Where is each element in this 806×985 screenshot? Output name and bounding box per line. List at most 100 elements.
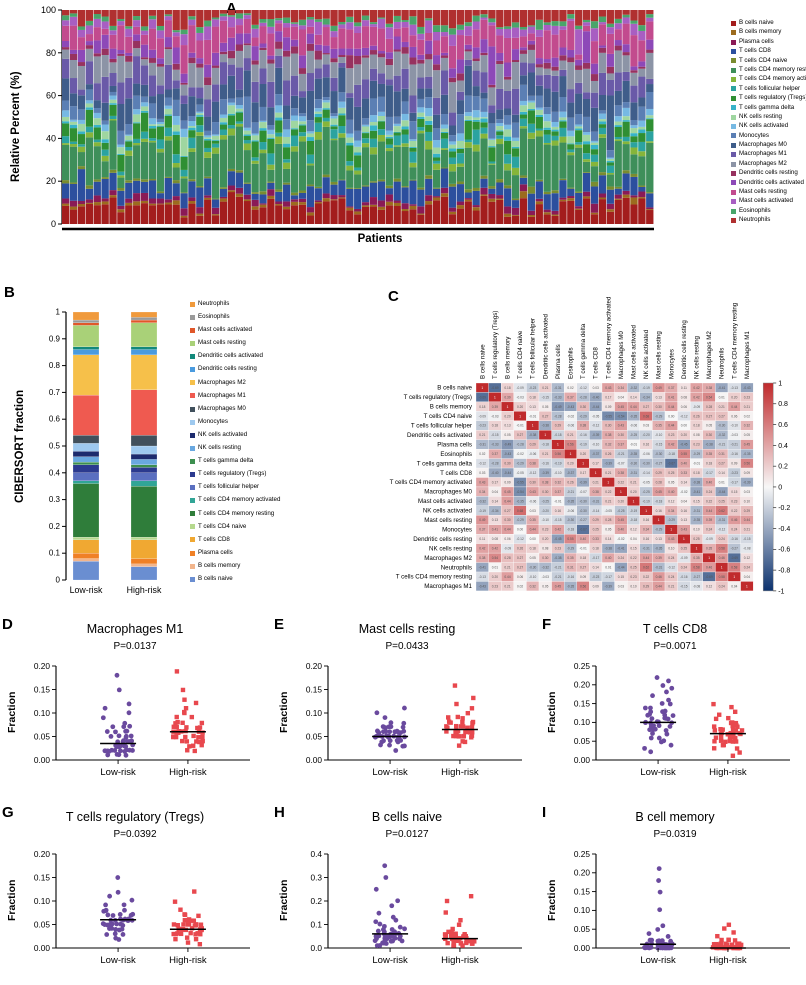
svg-text:0.23: 0.23 <box>542 528 548 532</box>
svg-text:0.29: 0.29 <box>530 443 536 447</box>
svg-text:0.00: 0.00 <box>34 943 51 953</box>
legend-item: T cells CD8 <box>731 48 806 55</box>
panel-i: I B cell memory P=0.0319 Fraction 0.00 0.… <box>540 804 806 984</box>
svg-text:1: 1 <box>721 565 723 569</box>
svg-text:0.37: 0.37 <box>479 528 485 532</box>
svg-text:-0.01: -0.01 <box>516 424 523 428</box>
svg-text:0.25: 0.25 <box>693 537 699 541</box>
svg-text:0.03: 0.03 <box>593 386 599 390</box>
svg-text:1: 1 <box>645 509 647 513</box>
svg-text:-0.38: -0.38 <box>542 424 549 428</box>
svg-text:0.03: 0.03 <box>479 471 485 475</box>
svg-text:-0.35: -0.35 <box>693 518 700 522</box>
svg-text:-0.18: -0.18 <box>542 443 549 447</box>
svg-text:0.04: 0.04 <box>492 490 498 494</box>
svg-text:0.58: 0.58 <box>731 565 737 569</box>
panel-g: G T cells regulatory (Tregs) P=0.0392 Fr… <box>0 804 266 984</box>
svg-text:0.32: 0.32 <box>555 480 561 484</box>
svg-text:NK cells resting: NK cells resting <box>694 335 701 379</box>
legend-label: Mast cells activated <box>739 197 793 205</box>
legend-label: Mast cells resting <box>739 188 787 196</box>
svg-text:1: 1 <box>633 499 635 503</box>
svg-text:-0.31: -0.31 <box>655 565 662 569</box>
svg-text:-0.37: -0.37 <box>567 471 574 475</box>
svg-text:0.16: 0.16 <box>656 509 662 513</box>
svg-text:0.20: 0.20 <box>306 661 323 671</box>
svg-text:-0.41: -0.41 <box>617 547 624 551</box>
svg-text:B cells memory: B cells memory <box>430 404 473 411</box>
panel-e-pvalue: P=0.0433 <box>385 641 429 652</box>
svg-text:0.14: 0.14 <box>630 395 636 399</box>
legend-swatch-icon <box>731 30 736 36</box>
svg-text:-0.19: -0.19 <box>630 509 637 513</box>
svg-text:0.09: 0.09 <box>504 480 510 484</box>
legend-swatch-icon <box>731 180 736 186</box>
svg-text:-0.32: -0.32 <box>479 499 486 503</box>
svg-text:-0.21: -0.21 <box>554 565 561 569</box>
svg-text:0.05: 0.05 <box>34 731 51 741</box>
legend-item: Mast cells activated <box>731 198 806 205</box>
svg-text:0.13: 0.13 <box>656 537 662 541</box>
svg-text:0.27: 0.27 <box>542 414 548 418</box>
legend-swatch-icon <box>190 380 195 386</box>
svg-text:0.44: 0.44 <box>744 518 750 522</box>
svg-text:-0.33: -0.33 <box>491 443 498 447</box>
svg-text:1: 1 <box>683 537 685 541</box>
svg-text:0.55: 0.55 <box>567 537 573 541</box>
svg-text:0.23: 0.23 <box>693 443 699 447</box>
panel-i-ylabel: Fraction <box>546 879 558 921</box>
legend-swatch-icon <box>731 86 736 92</box>
panel-i-dotplot: 0.00 0.05 0.10 0.15 0.20 0.25 Low-risk High-ris… <box>574 849 790 966</box>
svg-text:0.29: 0.29 <box>744 509 750 513</box>
svg-text:0.45: 0.45 <box>555 584 561 588</box>
svg-text:0.00: 0.00 <box>681 424 687 428</box>
svg-text:0.18: 0.18 <box>504 386 510 390</box>
svg-text:0.14: 0.14 <box>681 480 687 484</box>
svg-text:-0.06: -0.06 <box>529 452 536 456</box>
svg-text:-0.39: -0.39 <box>579 480 586 484</box>
legend-label: Macrophages M2 <box>198 378 246 386</box>
svg-text:0.04: 0.04 <box>618 395 624 399</box>
svg-text:0.10: 0.10 <box>574 905 591 915</box>
svg-text:-0.30: -0.30 <box>718 424 725 428</box>
legend-label: T cells regulatory (Tregs) <box>739 94 806 102</box>
svg-text:-0.25: -0.25 <box>630 433 637 437</box>
svg-text:0.9: 0.9 <box>49 334 61 343</box>
svg-text:0.16: 0.16 <box>643 537 649 541</box>
svg-text:-0.10: -0.10 <box>542 518 549 522</box>
svg-text:0.09: 0.09 <box>593 584 599 588</box>
svg-text:0.30: 0.30 <box>656 405 662 409</box>
panel-g-pvalue: P=0.0392 <box>113 829 157 840</box>
svg-text:-0.27: -0.27 <box>579 518 586 522</box>
legend-label: Neutrophils <box>739 216 771 224</box>
svg-text:0.40: 0.40 <box>681 462 687 466</box>
svg-text:-0.25: -0.25 <box>617 509 624 513</box>
svg-text:-0.54: -0.54 <box>516 490 523 494</box>
svg-text:Dendritic cells activated: Dendritic cells activated <box>407 432 473 439</box>
panel-label-c: C <box>388 288 399 305</box>
svg-text:T cells regulatory (Tregs): T cells regulatory (Tregs) <box>404 394 472 401</box>
svg-text:0.11: 0.11 <box>479 537 485 541</box>
legend-swatch-icon <box>190 327 195 333</box>
svg-text:40: 40 <box>46 133 56 143</box>
svg-text:0.21: 0.21 <box>504 584 510 588</box>
legend-swatch-icon <box>731 95 736 101</box>
svg-text:0.20: 0.20 <box>492 575 498 579</box>
legend-item: T cells CD8 <box>190 536 310 544</box>
legend-label: T cells gamma delta <box>198 457 254 465</box>
svg-text:0.33: 0.33 <box>593 537 599 541</box>
svg-text:0.30: 0.30 <box>504 518 510 522</box>
svg-text:-0.41: -0.41 <box>479 565 486 569</box>
svg-text:Macrophages M1: Macrophages M1 <box>744 331 751 379</box>
svg-text:Macrophages M0: Macrophages M0 <box>424 489 472 496</box>
svg-text:0.33: 0.33 <box>681 471 687 475</box>
svg-text:-0.16: -0.16 <box>680 575 687 579</box>
svg-text:0.5: 0.5 <box>49 442 61 451</box>
svg-text:-0.19: -0.19 <box>479 509 486 513</box>
svg-text:0.24: 0.24 <box>668 575 674 579</box>
legend-swatch-icon <box>190 498 195 504</box>
svg-text:1: 1 <box>56 308 61 317</box>
legend-label: T cells follicular helper <box>198 483 260 491</box>
svg-text:-0.01: -0.01 <box>554 499 561 503</box>
legend-label: Mast cells resting <box>198 339 246 347</box>
